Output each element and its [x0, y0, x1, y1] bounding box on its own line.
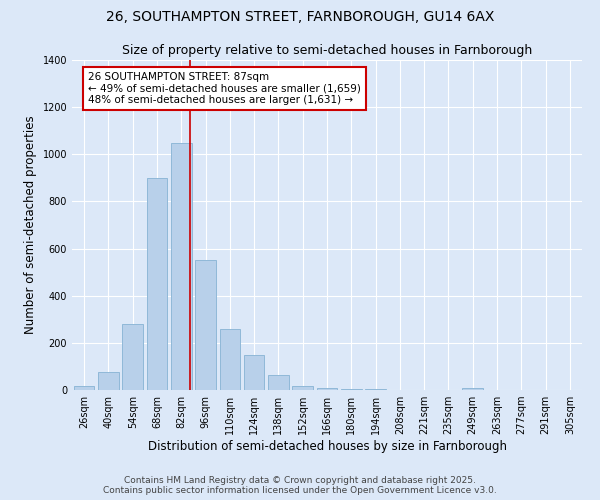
Bar	[122, 324, 143, 390]
Title: Size of property relative to semi-detached houses in Farnborough: Size of property relative to semi-detach…	[122, 44, 532, 58]
Bar	[146, 178, 167, 390]
Bar	[195, 260, 216, 390]
Text: Contains HM Land Registry data © Crown copyright and database right 2025.
Contai: Contains HM Land Registry data © Crown c…	[103, 476, 497, 495]
Bar	[292, 386, 313, 390]
Y-axis label: Number of semi-detached properties: Number of semi-detached properties	[24, 116, 37, 334]
Bar	[74, 386, 94, 390]
Bar	[220, 328, 240, 390]
Bar	[268, 374, 289, 390]
Bar	[463, 388, 483, 390]
Text: 26 SOUTHAMPTON STREET: 87sqm
← 49% of semi-detached houses are smaller (1,659)
4: 26 SOUTHAMPTON STREET: 87sqm ← 49% of se…	[88, 72, 361, 105]
Bar	[171, 142, 191, 390]
Bar	[244, 354, 265, 390]
X-axis label: Distribution of semi-detached houses by size in Farnborough: Distribution of semi-detached houses by …	[148, 440, 506, 453]
Bar	[341, 389, 362, 390]
Bar	[317, 388, 337, 390]
Text: 26, SOUTHAMPTON STREET, FARNBOROUGH, GU14 6AX: 26, SOUTHAMPTON STREET, FARNBOROUGH, GU1…	[106, 10, 494, 24]
Bar	[98, 372, 119, 390]
